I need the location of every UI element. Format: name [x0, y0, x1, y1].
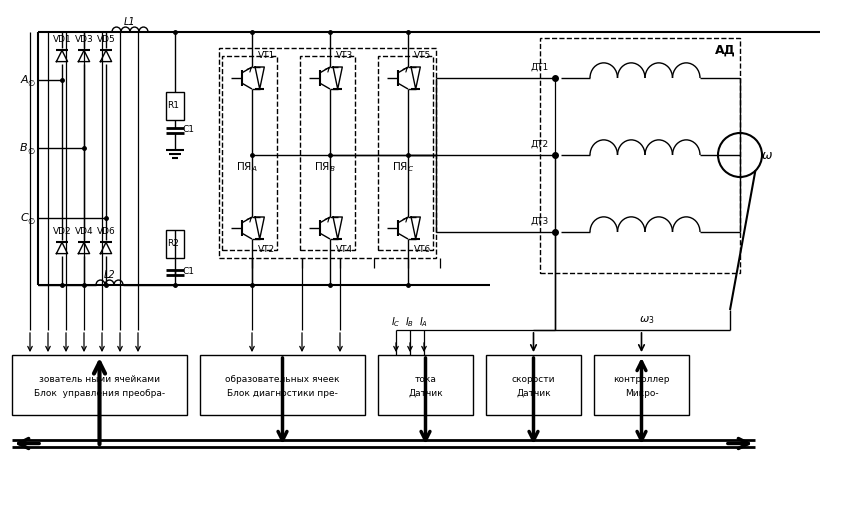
Text: зователь ными ячейками: зователь ными ячейками: [39, 374, 160, 384]
Text: ∅: ∅: [27, 148, 35, 156]
Text: Микро-: Микро-: [625, 388, 658, 398]
Text: Датчик: Датчик: [516, 388, 551, 398]
Bar: [486, 355, 581, 415]
Text: L2: L2: [104, 270, 116, 280]
Text: ПЯ$_A$: ПЯ$_A$: [236, 160, 258, 174]
Text: C1: C1: [183, 126, 195, 134]
Text: $I_C$: $I_C$: [391, 315, 401, 329]
Bar: [378, 56, 433, 250]
Bar: [300, 56, 355, 250]
Text: VT1: VT1: [258, 51, 275, 61]
Text: VT4: VT4: [336, 246, 353, 254]
Text: Блок  управления преобра-: Блок управления преобра-: [34, 388, 165, 398]
Text: ПЯ$_C$: ПЯ$_C$: [392, 160, 414, 174]
Text: C1: C1: [183, 267, 195, 277]
Bar: [200, 355, 365, 415]
Bar: [378, 355, 473, 415]
Bar: [12, 355, 187, 415]
Text: VT2: VT2: [258, 246, 275, 254]
Bar: [540, 38, 740, 273]
Text: VT6: VT6: [414, 246, 431, 254]
Text: ∅: ∅: [27, 218, 35, 227]
Text: контроллер: контроллер: [613, 374, 670, 384]
Text: скорости: скорости: [512, 374, 555, 384]
Text: L1: L1: [124, 17, 136, 27]
Text: ДТ1: ДТ1: [531, 63, 549, 71]
Text: B: B: [20, 143, 28, 153]
Text: ω$_3$: ω$_3$: [638, 314, 654, 326]
Text: АД: АД: [715, 44, 735, 56]
Text: VT3: VT3: [336, 51, 353, 61]
Text: ∅: ∅: [27, 80, 35, 89]
Text: C: C: [20, 213, 28, 223]
Text: VD2: VD2: [53, 227, 71, 236]
Text: образовательных ячеек: образовательных ячеек: [225, 374, 340, 384]
Text: $I_A$: $I_A$: [420, 315, 428, 329]
Text: ω: ω: [762, 149, 773, 162]
Text: ПЯ$_B$: ПЯ$_B$: [314, 160, 336, 174]
Text: ДТ3: ДТ3: [531, 216, 549, 226]
Text: Блок диагностики пре-: Блок диагностики пре-: [227, 388, 338, 398]
Text: VD4: VD4: [75, 227, 94, 236]
Text: R2: R2: [167, 240, 179, 248]
Text: Датчик: Датчик: [408, 388, 443, 398]
Bar: [594, 355, 689, 415]
Text: R1: R1: [167, 102, 179, 110]
Bar: [166, 92, 184, 120]
Text: VD6: VD6: [97, 227, 116, 236]
Text: A: A: [20, 75, 28, 85]
Text: тока: тока: [415, 374, 436, 384]
Bar: [166, 230, 184, 258]
Text: VT5: VT5: [414, 51, 431, 61]
Bar: [219, 48, 436, 258]
Text: VD3: VD3: [75, 35, 94, 45]
Text: ДТ2: ДТ2: [531, 140, 549, 148]
Text: $I_B$: $I_B$: [405, 315, 415, 329]
Bar: [222, 56, 277, 250]
Text: VD5: VD5: [97, 35, 116, 45]
Text: VD1: VD1: [53, 35, 71, 45]
